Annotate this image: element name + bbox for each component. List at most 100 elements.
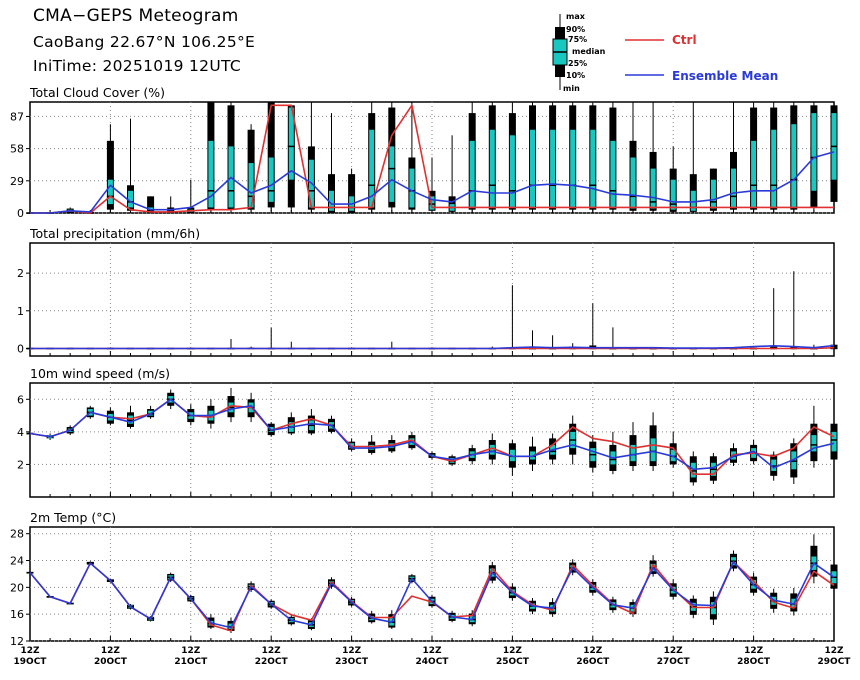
box-plot xyxy=(669,431,677,468)
y-tick-label: 2 xyxy=(17,458,24,471)
box-plot xyxy=(609,327,617,350)
x-tick-label-hour: 12Z xyxy=(824,646,844,656)
box-plot xyxy=(589,303,597,350)
x-tick-label-hour: 12Z xyxy=(664,646,684,656)
panel-title-temp: 2m Temp (°C) xyxy=(30,510,117,525)
legend-p90: 90% xyxy=(566,25,586,34)
legend-p75: 75% xyxy=(568,35,588,44)
box-plot xyxy=(649,102,657,213)
x-tick-label-date: 27OCT xyxy=(657,657,691,667)
box-plot xyxy=(689,102,697,213)
box-plot xyxy=(508,285,516,350)
box-plot xyxy=(629,102,637,213)
x-tick-label-date: 21OCT xyxy=(174,657,208,667)
box-plot xyxy=(529,102,536,213)
x-tick-label-date: 19OCT xyxy=(14,657,48,667)
box-plot xyxy=(750,102,758,213)
y-tick-label: 87 xyxy=(10,110,24,123)
box-plot xyxy=(348,168,356,213)
box-plot xyxy=(709,168,717,213)
y-tick-label: 6 xyxy=(17,393,24,406)
box-plot xyxy=(227,102,235,213)
x-tick-label-hour: 12Z xyxy=(262,646,282,656)
box-plot xyxy=(830,102,838,213)
box-plot xyxy=(730,102,737,213)
y-tick-label: 16 xyxy=(10,608,24,621)
x-tick-label-date: 28OCT xyxy=(737,657,771,667)
legend-max: max xyxy=(566,12,585,21)
page-title: CMA−GEPS Meteogram xyxy=(33,6,239,26)
panel-title-cloud: Total Cloud Cover (%) xyxy=(30,85,166,100)
x-tick-label-hour: 12Z xyxy=(744,646,764,656)
x-tick-label-date: 29OCT xyxy=(818,657,852,667)
x-tick-label-date: 24OCT xyxy=(416,657,450,667)
box-plot xyxy=(247,124,255,213)
box-plot xyxy=(508,102,516,213)
location-label: CaoBang 22.67°N 106.25°E xyxy=(33,33,256,51)
x-tick-label-hour: 12Z xyxy=(181,646,201,656)
box-plot xyxy=(770,288,778,350)
box-plot xyxy=(589,102,597,213)
box-plot xyxy=(267,102,275,213)
ensemble-mean-line xyxy=(30,344,835,350)
box-plot xyxy=(468,102,476,213)
legend-ctrl-label: Ctrl xyxy=(672,33,697,47)
box-plot xyxy=(830,288,838,350)
y-tick-label: 24 xyxy=(10,555,24,568)
x-tick-label-hour: 12Z xyxy=(503,646,523,656)
x-tick-label-date: 23OCT xyxy=(335,657,369,667)
y-tick-label: 29 xyxy=(10,175,24,188)
box-plot xyxy=(649,412,657,471)
box-plot xyxy=(529,436,536,471)
panel-title-wind: 10m wind speed (m/s) xyxy=(30,366,170,381)
legend-p25: 25% xyxy=(568,59,588,68)
box-plot xyxy=(227,387,235,423)
box-plot xyxy=(267,327,275,350)
box-plot xyxy=(508,440,516,476)
box-plot xyxy=(830,410,838,468)
y-tick-label: 58 xyxy=(10,143,24,156)
x-tick-label-date: 22OCT xyxy=(255,657,289,667)
box-plot xyxy=(207,102,215,213)
x-tick-label-hour: 12Z xyxy=(583,646,603,656)
y-tick-label: 0 xyxy=(17,207,24,220)
box-plot xyxy=(810,405,818,468)
x-tick-label-hour: 12Z xyxy=(101,646,121,656)
legend-mean-label: Ensemble Mean xyxy=(672,69,779,83)
y-tick-label: 2 xyxy=(17,267,24,280)
box-plot xyxy=(569,415,577,465)
x-tick-label-date: 20OCT xyxy=(94,657,128,667)
box-plot xyxy=(488,102,496,213)
legend-p10: 10% xyxy=(566,71,586,80)
y-tick-label: 20 xyxy=(10,581,24,594)
box-plot xyxy=(167,196,175,213)
box-plot xyxy=(106,124,114,213)
box-plot xyxy=(368,102,376,213)
legend-min: min xyxy=(563,84,580,93)
ensemble-mean-line xyxy=(29,561,835,629)
box-plot xyxy=(287,105,295,213)
box-plot xyxy=(388,102,396,213)
box-plot xyxy=(127,405,134,429)
box-plot xyxy=(147,196,155,213)
panel-title-precip: Total precipitation (mm/6h) xyxy=(30,226,201,241)
box-plot xyxy=(609,431,617,475)
legend-median: median xyxy=(572,47,606,56)
x-tick-label-hour: 12Z xyxy=(20,646,40,656)
box-plot xyxy=(669,146,677,213)
box-plot xyxy=(549,102,557,213)
box-plot xyxy=(790,588,798,616)
y-tick-label: 28 xyxy=(10,528,24,541)
box-plot xyxy=(770,102,778,213)
y-tick-label: 4 xyxy=(17,426,24,439)
box-plot xyxy=(589,435,597,473)
x-tick-label-date: 25OCT xyxy=(496,657,530,667)
x-tick-label-hour: 12Z xyxy=(422,646,442,656)
box-plot xyxy=(307,409,315,436)
x-tick-label-date: 26OCT xyxy=(576,657,610,667)
x-tick-label-hour: 12Z xyxy=(342,646,362,656)
box-plot xyxy=(790,102,798,213)
box-plot xyxy=(328,113,335,213)
init-time-label: IniTime: 20251019 12UTC xyxy=(33,57,241,75)
